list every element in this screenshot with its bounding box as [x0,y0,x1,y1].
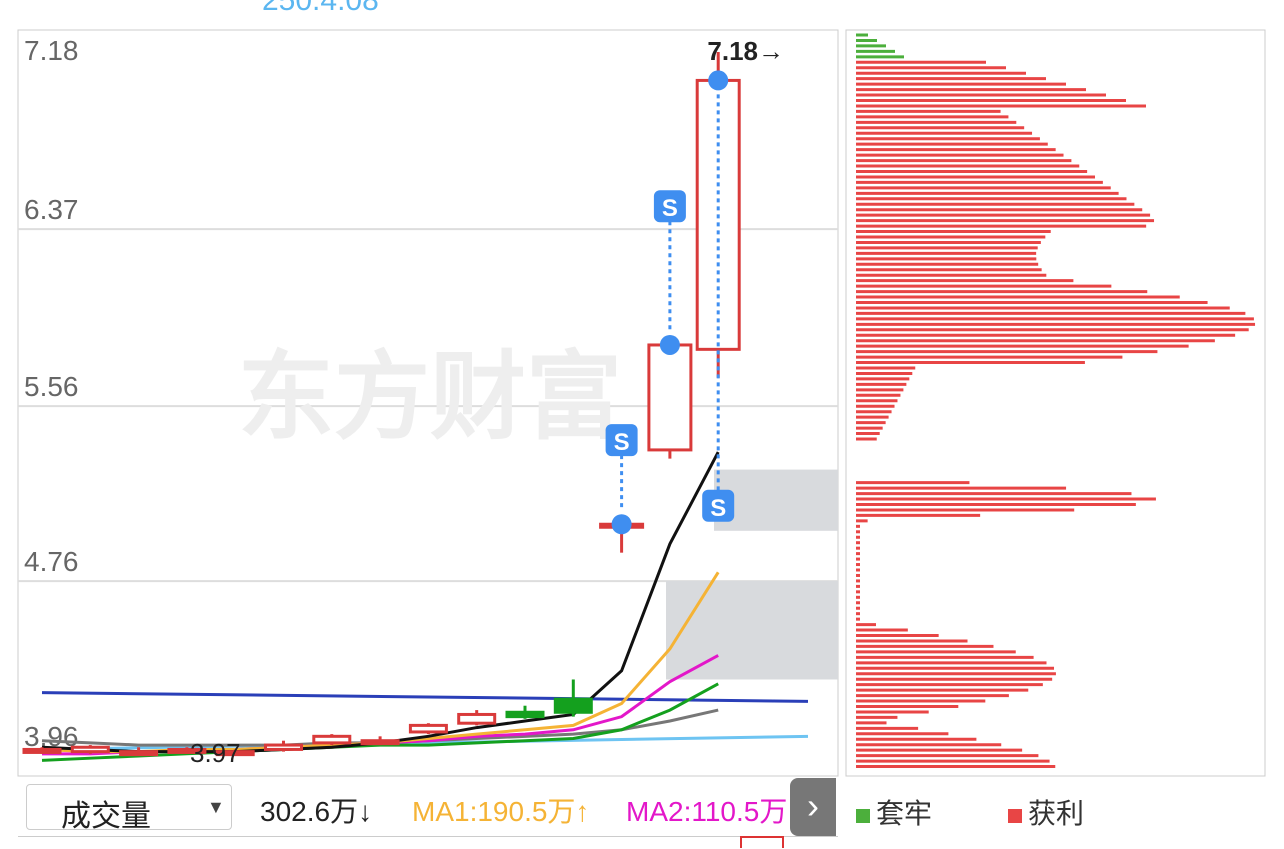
volume-chart: 344.6万 [18,836,838,849]
candle-body [72,747,108,751]
signal-badge-label: S [614,429,630,456]
signal-badge-label: S [662,195,678,222]
signal-dot [612,514,632,534]
volume-current: 302.6万↓ [260,790,372,830]
candle-body [24,749,60,752]
signal-badge-label: S [710,495,726,522]
candle-body [649,345,691,450]
legend-loss-swatch [856,809,870,823]
signal-dot [708,70,728,90]
volume-ma2: MA2:110.5万↑ [626,790,801,830]
candle-body [507,712,543,716]
y-tick-label: 4.76 [24,546,79,577]
candle-body [266,745,302,749]
candle-body [555,699,591,712]
legend-profit-label: 获利 [1028,798,1084,829]
gap-zone [666,581,838,679]
candle-body [459,714,495,723]
legend-profit-swatch [1008,809,1022,823]
volume-ma1: MA1:190.5万↑ [412,790,589,830]
signal-dot [660,335,680,355]
y-tick-label: 7.18 [24,35,79,66]
min-price-marker: 3.97 [190,738,241,768]
chevron-right-icon[interactable]: › [790,778,836,836]
candle-body [314,736,350,743]
legend-profit: 获利 [1008,792,1084,832]
candle-body [121,752,157,755]
max-price-marker: 7.18→ [707,36,784,66]
y-tick-label: 5.56 [24,371,79,402]
volume-indicator-select[interactable]: 成交量 ▼ [26,784,232,830]
volume-bar [740,836,784,848]
legend-loss: 套牢 [856,792,932,832]
legend-loss-label: 套牢 [876,798,932,829]
y-tick-label: 6.37 [24,194,79,225]
candle-body [410,725,446,732]
watermark: 东方财富 [238,341,622,453]
volume-select-label: 成交量 [61,791,151,835]
candle-body [362,741,398,744]
dropdown-arrow-icon: ▼ [207,797,225,818]
